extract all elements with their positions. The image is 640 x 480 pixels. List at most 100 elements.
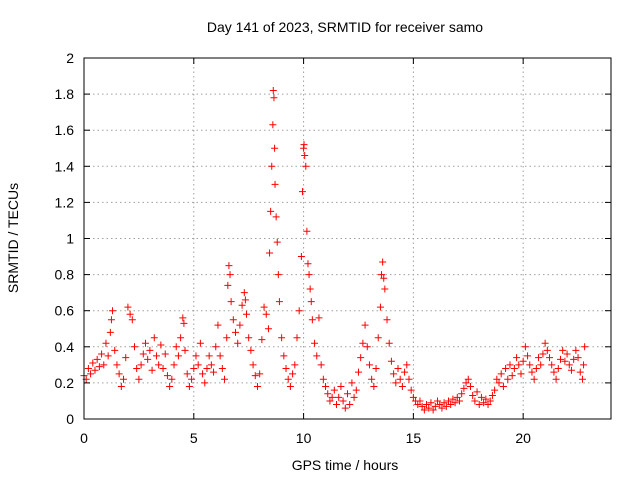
data-point — [295, 307, 303, 315]
data-point — [319, 375, 327, 383]
y-tick-label: 1.4 — [55, 158, 75, 174]
data-point — [354, 368, 362, 376]
data-point — [135, 375, 143, 383]
data-point — [229, 316, 237, 324]
data-point — [405, 375, 413, 383]
data-point — [374, 334, 382, 342]
data-point — [365, 361, 373, 369]
data-point — [137, 361, 145, 369]
grid-layer — [84, 58, 611, 419]
data-point — [328, 393, 336, 401]
data-point — [559, 346, 567, 354]
data-point — [185, 383, 193, 391]
data-point — [403, 361, 411, 369]
data-point — [286, 383, 294, 391]
data-point — [563, 350, 571, 358]
data-point — [234, 339, 242, 347]
data-point — [333, 401, 341, 409]
data-point — [260, 303, 268, 311]
data-point — [572, 346, 580, 354]
data-point — [183, 370, 191, 378]
data-point — [238, 301, 246, 309]
data-point — [363, 343, 371, 351]
data-point — [497, 370, 505, 378]
data-point — [493, 375, 501, 383]
data-point — [273, 238, 281, 246]
data-point — [346, 401, 354, 409]
data-point — [180, 319, 188, 327]
data-point — [109, 307, 117, 315]
data-point — [128, 316, 136, 324]
data-point — [458, 390, 466, 398]
data-point — [541, 339, 549, 347]
data-point — [359, 339, 367, 347]
data-point — [506, 361, 514, 369]
data-point — [115, 370, 123, 378]
data-point — [188, 375, 196, 383]
data-point — [464, 375, 472, 383]
data-point — [247, 346, 255, 354]
data-point — [307, 298, 315, 306]
data-point — [177, 334, 185, 342]
data-point — [122, 354, 130, 362]
data-point — [429, 406, 437, 414]
data-point — [256, 370, 264, 378]
data-point — [546, 354, 554, 362]
data-point — [111, 346, 119, 354]
data-point — [451, 399, 459, 407]
data-point — [449, 395, 457, 403]
data-point — [475, 401, 483, 409]
data-point — [508, 372, 516, 380]
data-point — [326, 397, 334, 405]
data-point — [554, 364, 562, 372]
data-point — [218, 364, 226, 372]
data-point — [163, 372, 171, 380]
data-point — [144, 355, 152, 363]
data-point — [93, 355, 101, 363]
data-point — [113, 361, 121, 369]
data-point — [409, 393, 417, 401]
data-point — [357, 354, 365, 362]
data-point — [253, 383, 261, 391]
data-point — [304, 260, 312, 268]
data-point — [396, 375, 404, 383]
data-point — [361, 321, 369, 329]
data-point — [124, 303, 132, 311]
data-point — [221, 375, 229, 383]
data-point — [107, 316, 115, 324]
data-point — [486, 397, 494, 405]
data-point — [344, 390, 351, 398]
data-point — [339, 397, 347, 405]
data-point — [271, 180, 279, 188]
axis-ticks: 00.20.40.60.811.21.41.61.820 5 10 15 20 — [55, 50, 611, 446]
data-point — [196, 339, 204, 347]
data-point — [539, 350, 547, 358]
y-tick-label: 1.6 — [55, 122, 75, 138]
data-point — [453, 393, 461, 401]
data-point — [317, 361, 325, 369]
data-point — [482, 395, 490, 403]
data-point — [150, 334, 158, 342]
data-point — [172, 343, 180, 351]
data-point — [192, 352, 200, 360]
data-point — [398, 383, 406, 391]
data-point — [216, 352, 224, 360]
data-point — [469, 392, 477, 400]
data-point — [495, 379, 503, 387]
data-point — [241, 296, 249, 304]
data-point — [291, 361, 299, 369]
data-point — [267, 207, 275, 215]
data-point — [567, 366, 575, 374]
data-point — [301, 151, 309, 159]
data-point — [322, 383, 330, 391]
data-point — [251, 372, 259, 380]
data-point — [225, 262, 233, 270]
data-point — [203, 364, 211, 372]
data-point — [271, 144, 279, 152]
data-point — [423, 401, 431, 409]
x-tick-label: 0 — [80, 430, 88, 446]
y-tick-label: 1 — [66, 231, 74, 247]
data-point — [513, 354, 521, 362]
data-point — [117, 383, 125, 391]
data-point — [205, 352, 213, 360]
